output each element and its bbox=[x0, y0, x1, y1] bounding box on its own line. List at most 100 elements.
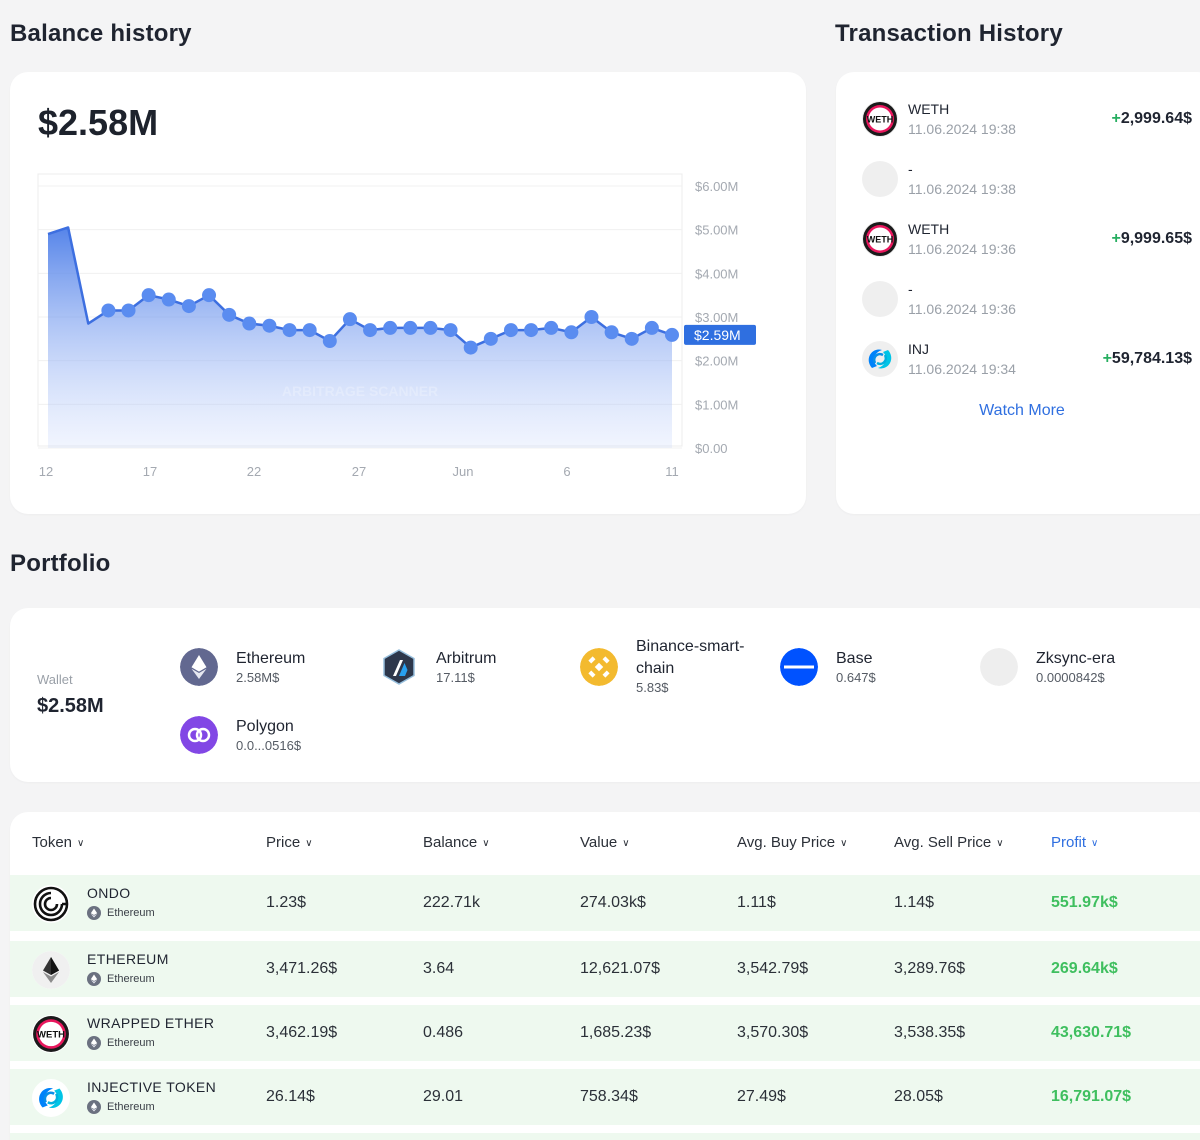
chevron-down-icon: ∨ bbox=[622, 838, 630, 849]
data-point[interactable] bbox=[141, 288, 156, 303]
data-point[interactable] bbox=[161, 292, 176, 307]
transaction-row[interactable]: INJ 11.06.2024 19:34 +59,784.13$ bbox=[862, 341, 1192, 389]
token-chain: Ethereum bbox=[87, 1036, 155, 1050]
transaction-token: - bbox=[908, 161, 913, 177]
data-point[interactable] bbox=[403, 320, 418, 335]
data-point[interactable] bbox=[322, 334, 337, 349]
cell-balance: 222.71k bbox=[423, 894, 480, 911]
column-header-balance[interactable]: Balance ∨ bbox=[423, 834, 490, 851]
chain-binance-smart-chain[interactable]: Binance-smart-chain 5.83$ bbox=[580, 636, 760, 695]
table-row[interactable]: ONDO Ethereum 1.23$ 222.71k 274.03k$ 1.11$ 1… bbox=[10, 875, 1200, 931]
table-row-partial bbox=[10, 1133, 1200, 1140]
chain-polygon[interactable]: Polygon 0.0...0516$ bbox=[180, 716, 360, 760]
data-point[interactable] bbox=[544, 320, 559, 335]
ethereum-icon bbox=[87, 972, 101, 986]
token-chain-label: Ethereum bbox=[107, 907, 155, 919]
chart-watermark: ARBITRAGE SCANNER bbox=[282, 383, 438, 399]
data-point[interactable] bbox=[342, 312, 357, 327]
data-point[interactable] bbox=[604, 325, 619, 340]
data-point[interactable] bbox=[363, 323, 378, 338]
data-point[interactable] bbox=[443, 323, 458, 338]
transaction-date: 11.06.2024 19:38 bbox=[908, 121, 1016, 137]
cell-avg-buy: 3,542.79$ bbox=[737, 960, 809, 977]
data-point[interactable] bbox=[584, 310, 599, 324]
cell-profit: 16,791.07$ bbox=[1051, 1088, 1132, 1105]
table-row[interactable]: ETHEREUM Ethereum 3,471.26$ 3.64 12,621.07… bbox=[10, 941, 1200, 997]
svg-text:WETH: WETH bbox=[867, 115, 894, 125]
portfolio-card: Wallet $2.58M Ethereum 2.58M$ Arbitrum 1… bbox=[10, 608, 1200, 782]
data-point[interactable] bbox=[181, 299, 196, 314]
cell-profit: 269.64k$ bbox=[1051, 960, 1118, 977]
column-header-avg-sell-price[interactable]: Avg. Sell Price ∨ bbox=[894, 834, 1004, 851]
data-point[interactable] bbox=[121, 303, 136, 318]
data-point[interactable] bbox=[644, 320, 659, 335]
data-point[interactable] bbox=[202, 288, 217, 303]
ondo-icon bbox=[32, 885, 70, 923]
table-row[interactable]: WETH WRAPPED ETHER Ethereum 3,462.19$ 0.4… bbox=[10, 1005, 1200, 1061]
blank-icon bbox=[862, 161, 898, 197]
transaction-amount: +2,999.64$ bbox=[1111, 110, 1192, 127]
transaction-row[interactable]: WETH WETH 11.06.2024 19:38 +2,999.64$ bbox=[862, 101, 1192, 149]
cell-price: 3,471.26$ bbox=[266, 960, 338, 977]
cell-profit: 43,630.71$ bbox=[1051, 1024, 1132, 1041]
column-header-profit[interactable]: Profit ∨ bbox=[1051, 834, 1098, 851]
data-point[interactable] bbox=[222, 307, 237, 322]
chain-ethereum[interactable]: Ethereum 2.58M$ bbox=[180, 648, 360, 692]
transaction-row[interactable]: - 11.06.2024 19:38 bbox=[862, 161, 1192, 209]
token-chain-label: Ethereum bbox=[107, 1101, 155, 1113]
data-point[interactable] bbox=[463, 340, 478, 355]
cell-avg-sell: 3,538.35$ bbox=[894, 1024, 966, 1041]
balance-value: $2.58M bbox=[38, 102, 159, 143]
data-point[interactable] bbox=[242, 316, 257, 331]
data-point[interactable] bbox=[101, 303, 116, 318]
data-point[interactable] bbox=[282, 323, 297, 338]
cell-avg-sell: 1.14$ bbox=[894, 894, 935, 911]
data-point[interactable] bbox=[383, 320, 398, 335]
chain-name: Ethereum bbox=[236, 650, 306, 667]
column-header-label: Price bbox=[266, 834, 301, 851]
chevron-down-icon: ∨ bbox=[305, 838, 313, 849]
chain-base[interactable]: Base 0.647$ bbox=[780, 648, 960, 692]
x-tick-label: 27 bbox=[352, 464, 366, 479]
chevron-down-icon: ∨ bbox=[840, 838, 848, 849]
balance-chart[interactable]: $6.00M $5.00M $4.00M $3.00M $2.00M $1.00M $0.0… bbox=[10, 72, 806, 514]
data-point[interactable] bbox=[624, 331, 639, 346]
token-chain: Ethereum bbox=[87, 972, 155, 986]
cell-balance: 0.486 bbox=[423, 1024, 464, 1041]
chain-arbitrum[interactable]: Arbitrum 17.11$ bbox=[380, 648, 560, 692]
ethereum-icon bbox=[87, 906, 101, 920]
chain-zksync-era[interactable]: Zksync-era 0.0000842$ bbox=[980, 648, 1160, 692]
token-chain: Ethereum bbox=[87, 1100, 155, 1114]
table-row[interactable]: INJECTIVE TOKEN Ethereum 26.14$ 29.01 758.… bbox=[10, 1069, 1200, 1125]
column-header-avg-buy-price[interactable]: Avg. Buy Price ∨ bbox=[737, 834, 847, 851]
data-point[interactable] bbox=[423, 320, 438, 335]
weth-icon: WETH bbox=[862, 221, 898, 257]
zksync-icon bbox=[980, 648, 1018, 686]
transaction-history-title: Transaction History bbox=[835, 20, 1063, 47]
chain-name: Polygon bbox=[236, 718, 294, 735]
column-header-token[interactable]: Token ∨ bbox=[32, 834, 84, 851]
blank-icon bbox=[862, 281, 898, 317]
data-point[interactable] bbox=[524, 323, 539, 338]
cell-avg-buy: 27.49$ bbox=[737, 1088, 786, 1105]
column-header-price[interactable]: Price ∨ bbox=[266, 834, 313, 851]
chain-value: 5.83$ bbox=[636, 680, 669, 695]
transaction-row[interactable]: - 11.06.2024 19:36 bbox=[862, 281, 1192, 329]
data-point[interactable] bbox=[665, 327, 679, 342]
cell-price: 1.23$ bbox=[266, 894, 307, 911]
data-point[interactable] bbox=[262, 318, 277, 333]
svg-text:WETH: WETH bbox=[37, 1030, 65, 1041]
data-point[interactable] bbox=[564, 325, 579, 340]
inj-icon bbox=[32, 1079, 70, 1117]
data-point[interactable] bbox=[483, 331, 498, 346]
token-chain-label: Ethereum bbox=[107, 1037, 155, 1049]
watch-more-link[interactable]: Watch More bbox=[979, 402, 1065, 419]
token-chain-label: Ethereum bbox=[107, 973, 155, 985]
data-point[interactable] bbox=[302, 323, 317, 338]
column-header-value[interactable]: Value ∨ bbox=[580, 834, 630, 851]
transaction-history-card: WETH WETH 11.06.2024 19:38 +2,999.64$ - … bbox=[836, 72, 1200, 514]
data-point[interactable] bbox=[503, 323, 518, 338]
cell-value: 274.03k$ bbox=[580, 894, 646, 911]
transaction-date: 11.06.2024 19:34 bbox=[908, 361, 1016, 377]
transaction-row[interactable]: WETH WETH 11.06.2024 19:36 +9,999.65$ bbox=[862, 221, 1192, 269]
